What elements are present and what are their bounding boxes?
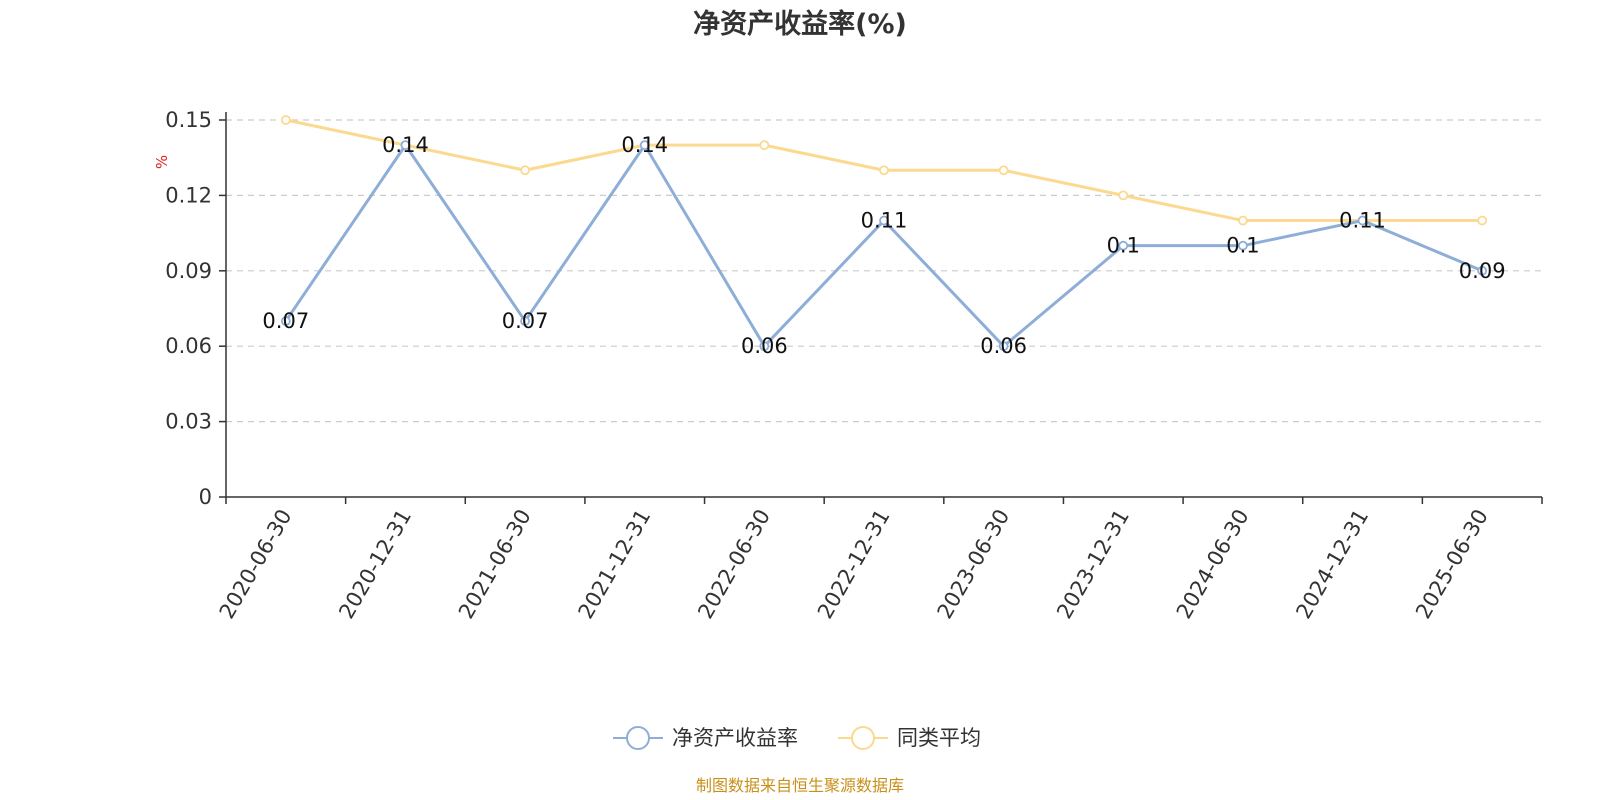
legend-item-1[interactable]: 同类平均 — [838, 726, 981, 750]
data-label: 0.1 — [1226, 234, 1259, 258]
data-point[interactable] — [520, 165, 530, 176]
x-tick-label: 2023-12-31 — [1052, 505, 1134, 623]
data-point[interactable] — [1477, 215, 1488, 226]
data-label: 0.1 — [1107, 234, 1140, 258]
data-point[interactable] — [280, 316, 291, 326]
data-point[interactable] — [1238, 215, 1248, 226]
x-tick-label: 2024-12-31 — [1291, 505, 1373, 623]
series-lines — [280, 115, 1488, 352]
data-point[interactable] — [639, 140, 650, 151]
legend-marker-icon — [851, 726, 875, 750]
data-point[interactable] — [879, 215, 889, 226]
data-labels: 0.07 0.14 0.07 0.14 0.06 0.11 0.06 0.1 0.1 0.11 0.… — [262, 133, 1505, 358]
data-point[interactable] — [998, 341, 1009, 352]
x-tick-label: 2020-12-31 — [334, 505, 416, 623]
data-label: 0.09 — [1459, 259, 1506, 283]
series-line-0 — [284, 143, 1483, 348]
data-label: 0.14 — [621, 133, 668, 157]
x-tick-label: 2021-06-30 — [454, 505, 536, 623]
x-tick-label: 2022-12-31 — [813, 505, 895, 623]
data-point[interactable] — [879, 165, 889, 176]
x-tick-label: 2021-12-31 — [574, 505, 656, 623]
grid-lines — [226, 119, 1542, 423]
legend-label: 净资产收益率 — [672, 726, 798, 750]
legend-label: 同类平均 — [897, 726, 981, 750]
data-label: 0.07 — [262, 309, 309, 333]
y-tick-label: 0.03 — [165, 410, 212, 434]
x-tick-label: 2024-06-30 — [1172, 505, 1254, 623]
y-tick-label: 0.09 — [165, 259, 212, 283]
data-label: 0.14 — [382, 133, 429, 157]
axes: 0 0.03 0.06 0.09 0.12 0.15 2020-06-30 2020-12-3… — [165, 108, 1543, 623]
x-tick-label: 2022-06-30 — [693, 505, 775, 623]
data-point[interactable] — [520, 316, 530, 326]
data-label: 0.06 — [980, 334, 1027, 358]
x-tick-label: 2023-06-30 — [933, 505, 1015, 623]
legend[interactable]: 净资产收益率 同类平均 — [613, 726, 981, 750]
data-point[interactable] — [1357, 215, 1368, 226]
data-point[interactable] — [998, 165, 1009, 176]
data-point[interactable] — [1118, 190, 1129, 201]
legend-marker-icon — [626, 726, 650, 750]
data-point[interactable] — [1477, 265, 1488, 276]
x-tick-label: 2025-06-30 — [1411, 505, 1493, 623]
data-label: 0.07 — [502, 309, 549, 333]
data-point[interactable] — [1118, 240, 1129, 251]
data-source-note: 制图数据来自恒生聚源数据库 — [696, 776, 904, 795]
data-label: 0.11 — [1339, 209, 1386, 233]
data-point[interactable] — [1238, 240, 1248, 251]
data-label: 0.11 — [861, 209, 908, 233]
y-tick-label: 0.12 — [165, 183, 212, 207]
data-label: 0.06 — [741, 334, 788, 358]
data-point[interactable] — [759, 341, 770, 352]
x-tick-label: 2020-06-30 — [215, 505, 297, 623]
y-tick-label: 0 — [199, 485, 212, 509]
y-axis-unit-label: % — [153, 155, 171, 169]
data-point[interactable] — [400, 140, 411, 151]
chart-title: 净资产收益率(%) — [693, 8, 907, 40]
data-point[interactable] — [280, 115, 291, 125]
data-point[interactable] — [759, 140, 770, 151]
y-tick-label: 0.06 — [165, 334, 212, 358]
legend-item-0[interactable]: 净资产收益率 — [613, 726, 798, 750]
y-tick-label: 0.15 — [165, 108, 212, 132]
